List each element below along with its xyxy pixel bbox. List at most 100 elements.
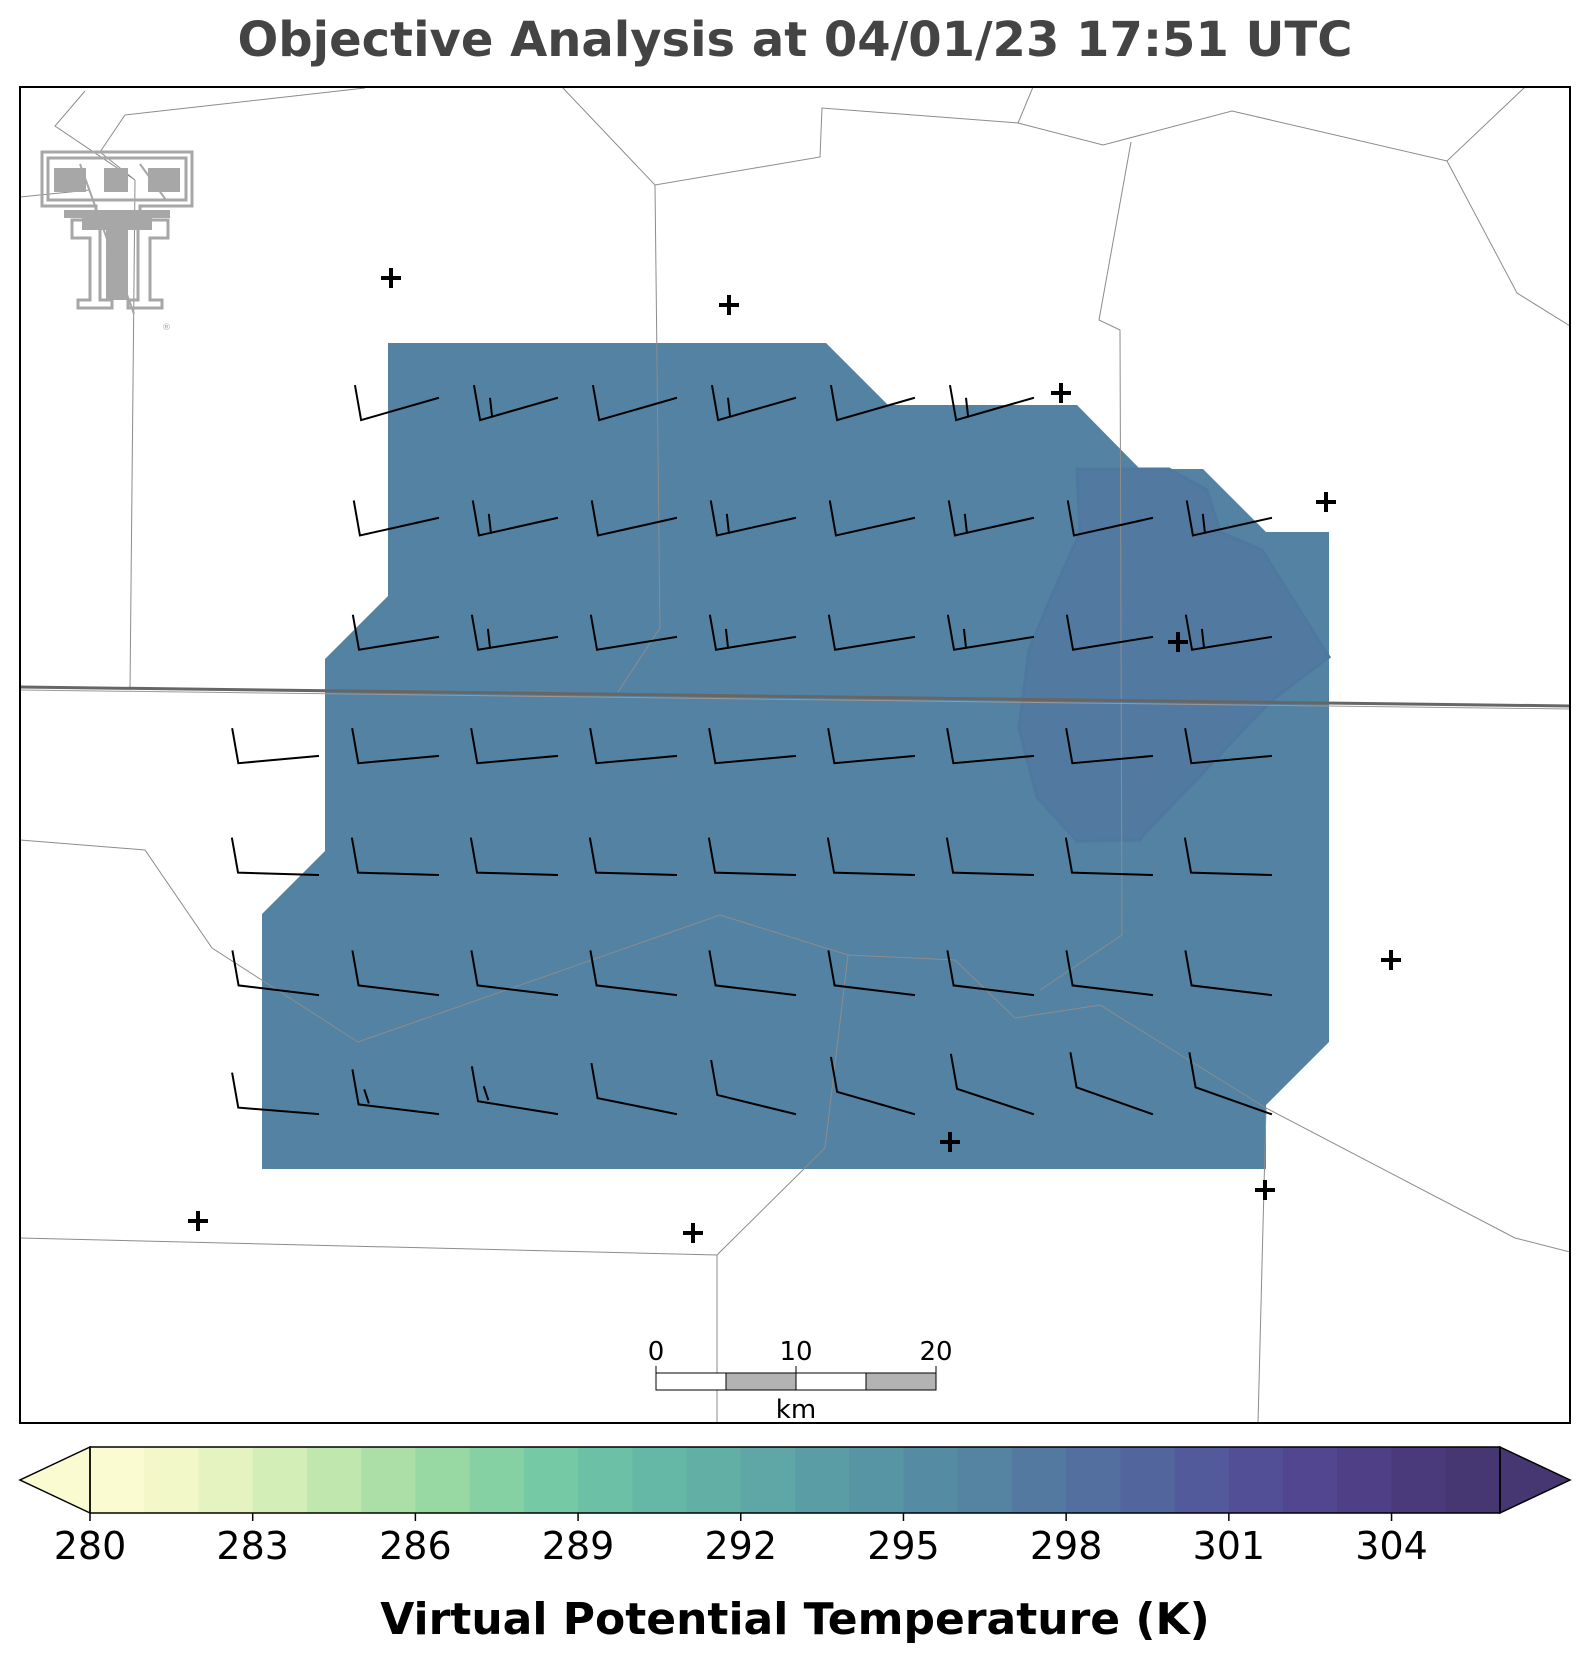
wind-barb — [829, 1056, 916, 1116]
station-marker — [1255, 1180, 1275, 1200]
colorbar-tick-label: 301 — [1193, 1524, 1266, 1568]
wind-barb — [710, 384, 797, 422]
colorbar-cell — [198, 1447, 254, 1513]
wind-barb — [1184, 614, 1273, 651]
colorbar-cell — [632, 1447, 688, 1513]
wind-barb — [470, 614, 559, 651]
wind-barb — [827, 614, 916, 651]
colorbar-cell — [306, 1447, 362, 1513]
wind-barb — [709, 500, 797, 537]
wind-barb — [1188, 1052, 1273, 1116]
wind-barb — [708, 728, 797, 765]
wind-barb — [829, 384, 916, 422]
colorbar-tick-label: 286 — [379, 1524, 452, 1568]
state-boundary — [20, 685, 1570, 710]
colorbar-cell — [1283, 1447, 1338, 1513]
logo-registered-mark: ® — [162, 323, 171, 333]
wind-barb — [708, 950, 797, 997]
wind-barb — [710, 1059, 797, 1116]
scale-unit: km — [776, 1395, 816, 1425]
station-marker — [940, 1132, 960, 1152]
colorbar-cell — [415, 1447, 471, 1513]
wind-barb — [1185, 500, 1273, 537]
wind-barb — [947, 500, 1035, 537]
wind-barb — [948, 384, 1035, 422]
colorbar-cell — [849, 1447, 905, 1513]
wind-barb — [1065, 614, 1154, 651]
wind-barb — [353, 384, 440, 422]
wind-barb — [946, 950, 1035, 997]
wind-barb — [230, 837, 320, 877]
analysis-warm-pocket — [1017, 467, 1332, 843]
wind-barb — [707, 837, 797, 877]
wind-barb — [949, 1053, 1035, 1116]
wind-barb — [827, 728, 916, 765]
colorbar-lower-extension — [18, 1445, 91, 1515]
station-marker — [1051, 383, 1071, 403]
wind-barb — [1064, 837, 1154, 877]
wind-barb — [351, 728, 440, 765]
wind-barb — [589, 950, 678, 997]
wind-barb — [590, 1062, 678, 1116]
colorbar-cell — [1120, 1447, 1176, 1513]
colorbar-cell — [795, 1447, 850, 1513]
wind-barb — [589, 728, 678, 765]
station-marker — [683, 1223, 703, 1243]
station-marker — [719, 295, 739, 315]
wind-barb — [470, 1066, 559, 1116]
wind-barb — [946, 728, 1035, 765]
wind-barb — [351, 950, 440, 997]
colorbar-cell — [1337, 1447, 1393, 1513]
colorbar-tick-label: 295 — [867, 1524, 940, 1568]
colorbar-cell — [903, 1447, 959, 1513]
wind-barb-field — [230, 384, 1273, 1116]
colorbar-tick-label: 280 — [54, 1524, 127, 1568]
wind-barb — [1183, 837, 1273, 877]
wind-barb — [591, 384, 678, 422]
wind-barb — [1184, 950, 1273, 997]
map-title: Objective Analysis at 04/01/23 17:51 UTC — [237, 12, 1353, 68]
wind-barb — [469, 837, 559, 877]
colorbar-outline — [89, 1446, 1501, 1514]
wind-barb — [231, 1072, 320, 1116]
colorbar-cell — [90, 1447, 145, 1513]
wind-barb — [828, 500, 916, 537]
colorbar-cell — [740, 1447, 796, 1513]
wind-barb — [351, 1069, 440, 1116]
wind-barb — [471, 500, 559, 537]
colorbar-cell — [1391, 1447, 1447, 1513]
scale-label-0: 0 — [648, 1337, 665, 1367]
wind-barb — [350, 837, 440, 877]
colorbar-cell — [1011, 1447, 1067, 1513]
colorbar-tick-label: 289 — [542, 1524, 615, 1568]
station-marker — [1168, 632, 1188, 652]
colorbar-cell — [686, 1447, 742, 1513]
wind-barb — [708, 614, 797, 651]
colorbar-cell — [1174, 1447, 1230, 1513]
wind-barb — [1069, 1052, 1154, 1116]
wind-barb — [590, 500, 678, 537]
scale-label-20: 20 — [919, 1337, 952, 1367]
wind-barb — [1065, 950, 1154, 997]
colorbar-cell — [469, 1447, 525, 1513]
station-marker — [188, 1211, 208, 1231]
wind-barb — [1066, 500, 1154, 537]
station-marker — [1316, 492, 1336, 512]
colorbar-cell — [523, 1447, 579, 1513]
wind-barb — [470, 950, 559, 997]
colorbar-upper-extension — [1499, 1445, 1572, 1515]
wind-barb — [946, 614, 1035, 651]
colorbar-tick-label: 283 — [216, 1524, 289, 1568]
colorbar-cell — [957, 1447, 1013, 1513]
wind-barb — [588, 837, 678, 877]
colorbar-cell — [1228, 1447, 1284, 1513]
wind-barb — [1065, 728, 1154, 765]
colorbar-cell — [578, 1447, 633, 1513]
colorbar: 280 283 286 289 292 295 298 301 304 — [18, 1445, 1572, 1568]
wind-barb — [470, 728, 559, 765]
wind-barb — [827, 950, 916, 997]
colorbar-cell — [252, 1447, 308, 1513]
colorbar-cell — [144, 1447, 200, 1513]
colorbar-cell — [361, 1447, 416, 1513]
